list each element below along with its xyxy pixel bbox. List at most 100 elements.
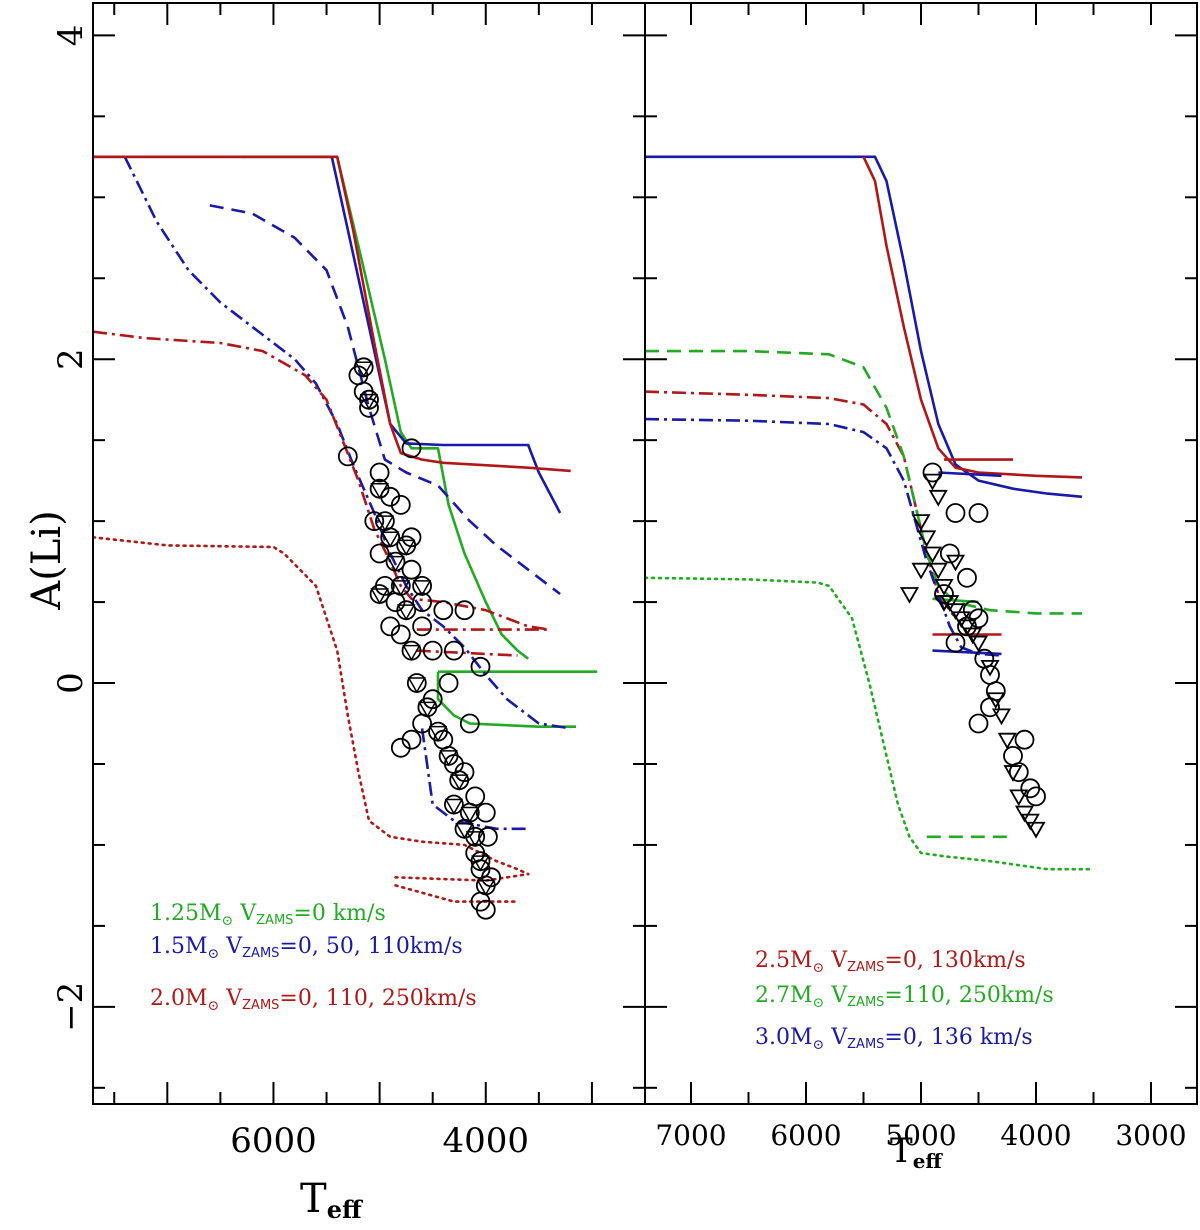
data-point-slashed-left-2	[369, 478, 390, 500]
series-line-right-0	[645, 155, 1083, 499]
series-line-left-13	[394, 884, 519, 903]
series-line-left-0	[241, 155, 529, 660]
data-point-slashed-left-16	[470, 851, 491, 872]
data-point-circle-left-6	[364, 511, 385, 531]
data-point-circle-right-16	[1026, 786, 1046, 807]
y-tick-label: 0	[51, 672, 91, 694]
data-point-triangle-right-12	[968, 635, 989, 653]
data-point-circle-left-13	[412, 592, 433, 612]
data-point-circle-left-2	[359, 397, 379, 418]
data-point-slashed-left-12	[438, 746, 459, 767]
data-point-circle-right-3	[939, 543, 960, 564]
data-point-slashed-left-11	[428, 721, 448, 743]
data-point-triangle-right-16	[997, 732, 1017, 750]
series-line-right-11	[932, 649, 1002, 656]
data-point-circle-right-4	[957, 567, 977, 588]
series-line-right-9	[645, 417, 1002, 657]
series-line-right-5	[645, 349, 1082, 615]
right-panel: 7000 6000 5000 4000 3000 Teff 2.5M⊙ VZAMS=0,…	[644, 2, 1198, 1173]
data-point-triangle-right-5	[928, 562, 948, 580]
data-point-triangle-right-4	[922, 546, 943, 564]
data-point-triangle-right-15	[991, 708, 1012, 726]
data-point-circle-right-0	[922, 462, 943, 483]
data-point-triangle-right-17	[1003, 765, 1023, 782]
data-point-circle-left-17	[422, 640, 443, 661]
data-point-triangle-right-22	[899, 587, 920, 604]
data-point-slashed-left-22	[369, 584, 390, 605]
legend-entry-left-2: 2.0M⊙ VZAMS=0, 110, 250km/s	[150, 986, 477, 1014]
data-point-triangle-right-19	[1014, 805, 1035, 823]
series-line-right-1	[862, 156, 1083, 479]
data-point-circle-left-7	[390, 494, 411, 515]
data-point-slashed-left-9	[406, 673, 427, 694]
data-point-slashed-left-8	[401, 640, 422, 662]
legend-entry-right-2: 3.0M⊙ VZAMS=0, 136 km/s	[755, 1025, 1033, 1053]
data-point-circle-left-29	[475, 802, 496, 823]
data-point-circle-right-10	[968, 713, 989, 734]
data-point-triangle-right-25	[945, 554, 966, 572]
data-point-circle-left-36	[401, 438, 422, 459]
data-point-triangle-right-18	[1009, 789, 1029, 807]
data-point-slashed-left-18	[454, 818, 475, 840]
data-point-triangle-right-20	[1020, 813, 1040, 831]
right-clipped-marks	[645, 155, 1095, 871]
data-point-triangle-right-6	[934, 578, 954, 596]
data-point-circle-right-1	[945, 503, 966, 523]
data-point-slashed-left-4	[380, 527, 401, 548]
right-plot-marks	[645, 155, 1095, 871]
data-point-circle-left-20	[438, 673, 459, 693]
legend-entry-right-0: 2.5M⊙ VZAMS=0, 130km/s	[755, 948, 1026, 976]
data-point-circle-left-16	[412, 616, 433, 637]
left-y-axis-title: A(Li)	[24, 510, 70, 610]
data-point-circle-left-3	[337, 446, 358, 467]
data-point-slashed-left-21	[396, 535, 417, 556]
data-point-circle-left-9	[369, 543, 390, 564]
data-point-circle-right-14	[1014, 729, 1035, 750]
data-point-triangle-right-3	[917, 530, 937, 548]
series-line-left-3	[93, 155, 562, 514]
legend-entry-left-1: 1.5M⊙ VZAMS=0, 50, 110km/s	[150, 934, 463, 962]
data-point-circle-left-12	[401, 559, 422, 580]
right-legend: 2.5M⊙ VZAMS=0, 130km/s 2.7M⊙ VZAMS=110, 2…	[755, 948, 1054, 1053]
data-point-circle-left-38	[470, 656, 491, 677]
data-point-triangle-right-8	[945, 603, 966, 620]
data-point-circle-left-15	[390, 624, 411, 645]
data-point-triangle-right-21	[1026, 821, 1046, 839]
data-point-slashed-left-5	[385, 551, 406, 573]
data-point-triangle-right-24	[934, 595, 954, 612]
series-line-left-7	[93, 155, 571, 473]
legend-entry-left-0: 1.25M⊙ VZAMS=0 km/s	[150, 901, 386, 929]
data-point-slashed-left-0	[353, 357, 374, 378]
x-tick-label: 4000	[1000, 1119, 1071, 1152]
data-point-triangle-right-0	[922, 473, 943, 491]
left-clipped-marks	[93, 155, 598, 920]
data-point-slashed-left-6	[390, 576, 411, 597]
data-point-circle-right-19	[934, 584, 954, 604]
data-point-circle-left-30	[477, 826, 498, 847]
x-tick-label: 6000	[770, 1119, 841, 1152]
data-point-slashed-left-20	[412, 576, 433, 597]
data-point-slashed-left-10	[417, 697, 438, 718]
series-line-left-4	[209, 204, 561, 596]
y-tick-label: 4	[51, 25, 91, 47]
series-line-left-8	[93, 330, 550, 631]
left-axes: 4 2 0 −2 6000 4000	[51, 3, 645, 1161]
data-point-circle-left-39	[459, 713, 480, 734]
data-point-circle-left-18	[433, 600, 454, 621]
x-tick-label: 7000	[655, 1119, 726, 1152]
data-point-circle-left-37	[454, 600, 475, 621]
data-point-circle-right-13	[1008, 762, 1029, 782]
data-point-circle-left-24	[390, 737, 411, 758]
data-point-circle-left-19	[443, 640, 464, 661]
x-tick-label: 6000	[230, 1121, 317, 1161]
data-point-triangle-right-2	[911, 514, 931, 531]
data-point-triangle-right-14	[986, 692, 1006, 710]
left-panel: 4 2 0 −2 6000 4000 Teff A(Li) 1.25M⊙ VZAMS=0 …	[24, 2, 646, 1224]
right-axes: 7000 6000 5000 4000 3000	[645, 3, 1197, 1152]
data-point-slashed-left-13	[449, 770, 470, 791]
data-point-slashed-left-19	[443, 794, 464, 815]
y-tick-label: 2	[51, 348, 91, 370]
data-point-triangle-right-23	[911, 562, 931, 580]
